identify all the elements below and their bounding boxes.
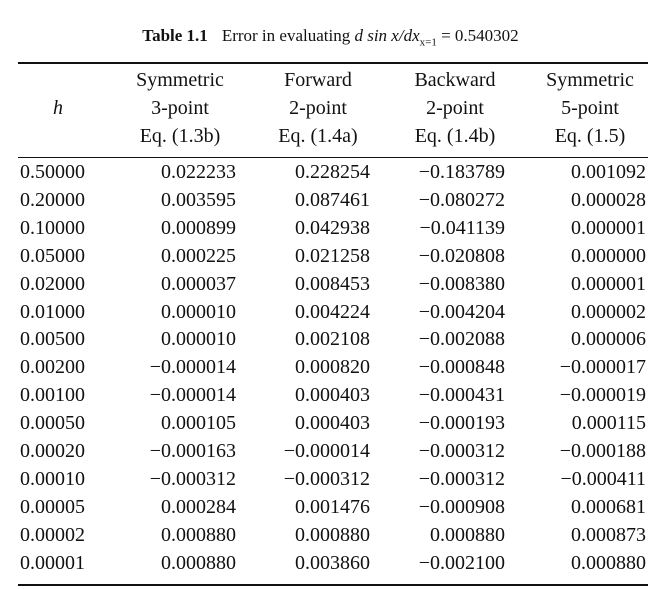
- table-cell: 0.000681: [571, 495, 646, 518]
- table-cell: 0.000115: [571, 412, 646, 435]
- table-cell: 0.001092: [571, 161, 646, 183]
- table-cell: 0.00005: [20, 495, 85, 518]
- table-cell: 0.000403: [295, 384, 370, 407]
- table-cell: 0.00020: [20, 440, 85, 462]
- table-cell: 0.000006: [571, 328, 646, 351]
- table-cell: 0.00500: [20, 328, 85, 351]
- table-cell: −0.000017: [559, 356, 646, 379]
- table-cell: 0.50000: [20, 161, 85, 183]
- header-cell: Eq. (1.5): [554, 125, 626, 147]
- table-cell: −0.000431: [418, 384, 505, 407]
- table-cell: 0.000001: [571, 216, 646, 239]
- table-cell: 0.000880: [161, 523, 236, 546]
- caption-value: = 0.540302: [441, 26, 519, 45]
- table-cell: 0.00001: [20, 551, 85, 574]
- header-cell: Eq. (1.3b): [139, 125, 221, 147]
- table-cell: 0.01000: [20, 300, 85, 323]
- table-cell: −0.002088: [418, 328, 505, 351]
- table-cell: 0.000225: [161, 244, 236, 267]
- caption-label: Table 1.1: [142, 26, 208, 45]
- caption-sub: x=1: [419, 36, 437, 49]
- table-cell: 0.002108: [295, 328, 370, 351]
- table-cell: −0.000411: [560, 467, 646, 490]
- table-cell: 0.022233: [161, 161, 236, 183]
- table-cell: 0.000284: [161, 495, 236, 518]
- header-cell: h: [53, 97, 63, 119]
- table-cell: 0.087461: [295, 188, 370, 211]
- table-cell: 0.004224: [295, 300, 370, 323]
- header-cell: Symmetric: [546, 69, 634, 91]
- header-cell: Eq. (1.4a): [278, 125, 358, 147]
- table-cell: 0.000403: [295, 412, 370, 435]
- table-cell: 0.000899: [161, 216, 236, 239]
- table-cell: 0.000000: [571, 244, 646, 267]
- table-cell: −0.000188: [559, 440, 646, 462]
- table-cell: 0.000880: [571, 551, 646, 574]
- caption-text: Error in evaluating: [221, 26, 351, 45]
- header-cell: 2-point: [289, 97, 347, 119]
- header-cell: Backward: [414, 69, 496, 91]
- table-cell: −0.000848: [418, 356, 505, 379]
- table-cell: −0.004204: [418, 300, 505, 323]
- table-cell: 0.042938: [295, 216, 370, 239]
- table-cell: −0.020808: [418, 244, 505, 267]
- table-cell: 0.20000: [20, 188, 85, 211]
- caption-expr: d sin x/dx: [354, 26, 420, 45]
- table-cell: 0.000880: [161, 551, 236, 574]
- table-cell: 0.000028: [571, 188, 646, 211]
- table-cell: 0.00002: [20, 523, 85, 546]
- top-rule: [18, 62, 648, 64]
- table-cell: 0.000037: [161, 272, 236, 295]
- bottom-rule: [18, 584, 648, 586]
- header-cell: Eq. (1.4b): [414, 125, 496, 147]
- header-cell: 3-point: [151, 97, 209, 119]
- table-cell: 0.003595: [161, 188, 236, 211]
- table-cell: 0.000010: [161, 300, 236, 323]
- header-rule: [18, 157, 648, 158]
- table-cell: 0.008453: [295, 272, 370, 295]
- table-cell: −0.002100: [418, 551, 505, 574]
- table-cell: −0.000193: [418, 412, 505, 435]
- table-cell: −0.000908: [418, 495, 505, 518]
- table-cell: −0.000014: [149, 356, 236, 379]
- table-cell: 0.00010: [20, 467, 85, 490]
- table-cell: −0.000014: [283, 440, 370, 462]
- table-cell: 0.000002: [571, 300, 646, 323]
- table-cell: 0.00100: [20, 384, 85, 407]
- table-cell: 0.000001: [571, 272, 646, 295]
- table-cell: 0.000880: [430, 523, 505, 546]
- table-cell: −0.183789: [418, 161, 505, 183]
- table-cell: −0.000312: [283, 467, 370, 490]
- table-cell: 0.10000: [20, 216, 85, 239]
- table-cell: −0.041139: [419, 216, 505, 239]
- table-cell: 0.000880: [295, 523, 370, 546]
- header-cell: 2-point: [426, 97, 484, 119]
- table-caption: Table 1.1 Error in evaluating d sin x/dxx…: [0, 26, 661, 48]
- table-cell: −0.000019: [559, 384, 646, 407]
- table-cell: −0.000312: [418, 467, 505, 490]
- table-cell: −0.000312: [418, 440, 505, 462]
- table-cell: −0.000014: [149, 384, 236, 407]
- table-cell: 0.02000: [20, 272, 85, 295]
- table-cell: 0.021258: [295, 244, 370, 267]
- table-cell: 0.000873: [571, 523, 646, 546]
- header-cell: Symmetric: [136, 69, 224, 91]
- table-cell: 0.05000: [20, 244, 85, 267]
- table-cell: −0.000312: [149, 467, 236, 490]
- table-cell: 0.00050: [20, 412, 85, 435]
- table-cell: 0.000820: [295, 356, 370, 379]
- table-cell: 0.001476: [295, 495, 370, 518]
- table-cell: 0.003860: [295, 551, 370, 574]
- table-cell: −0.080272: [418, 188, 505, 211]
- table-cell: 0.000105: [161, 412, 236, 435]
- table-cell: 0.000010: [161, 328, 236, 351]
- table-cell: −0.000163: [149, 440, 236, 462]
- table-cell: 0.228254: [295, 161, 370, 183]
- header-cell: Forward: [284, 69, 352, 91]
- table-cell: 0.00200: [20, 356, 85, 379]
- header-cell: 5-point: [561, 97, 619, 119]
- table-cell: −0.008380: [418, 272, 505, 295]
